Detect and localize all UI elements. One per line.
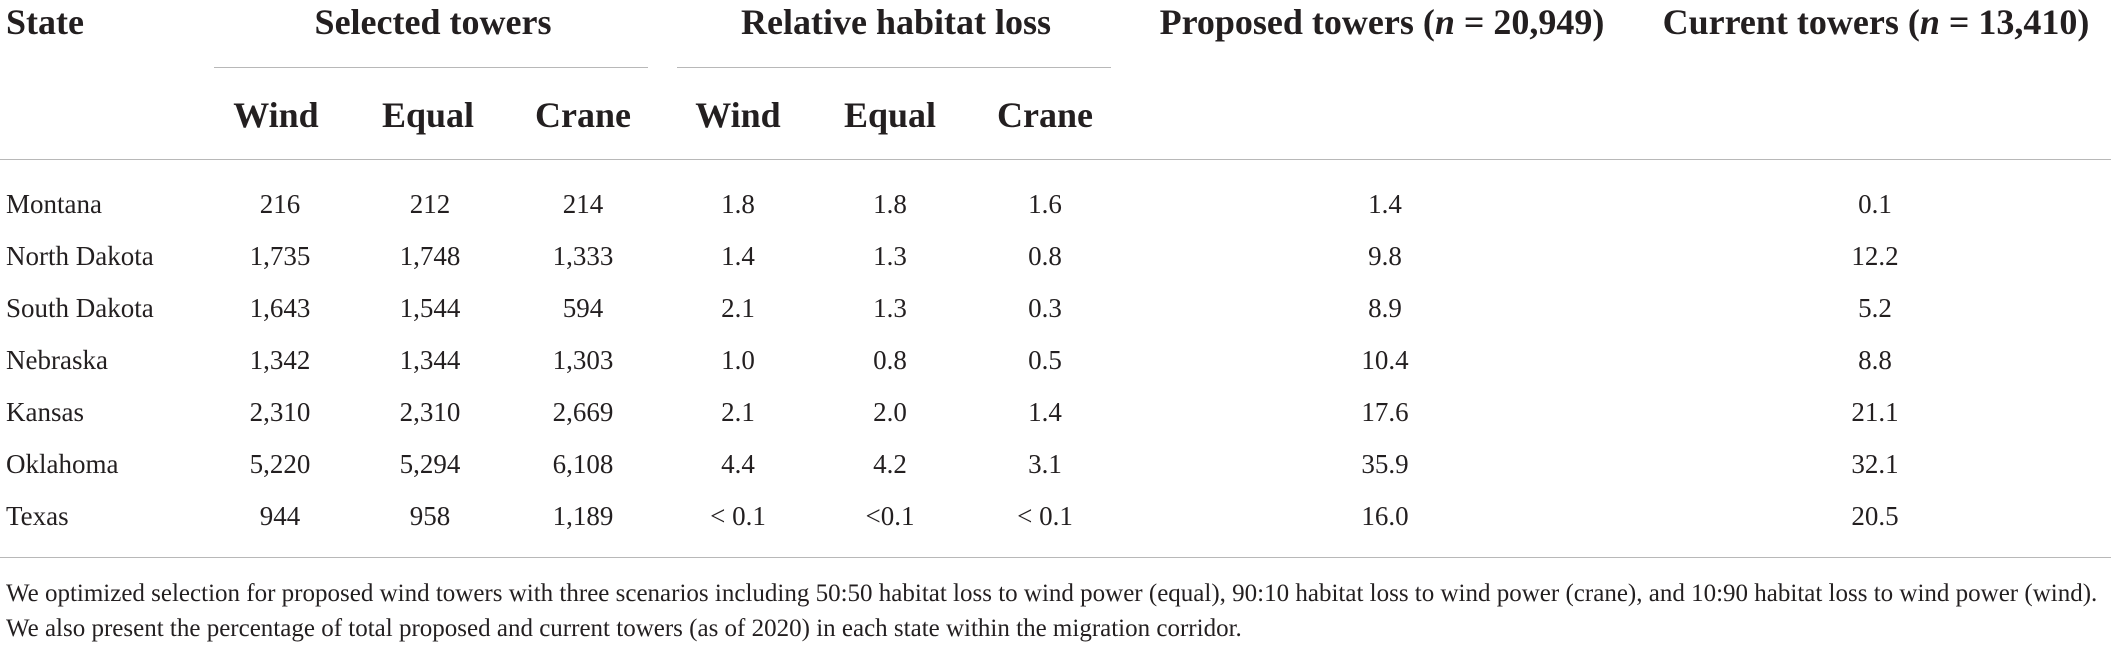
relative-habitat-loss-underline bbox=[677, 67, 1111, 68]
header-proposed-towers: Proposed towers (n = 20,949) bbox=[1160, 2, 1605, 42]
subheader-loss-crane: Crane bbox=[997, 95, 1093, 135]
header-proposed-towers-suffix: = 20,949) bbox=[1454, 2, 1605, 42]
table-cell: 1.6 bbox=[1028, 189, 1062, 219]
table-cell: 594 bbox=[562, 293, 604, 323]
table-cell: 5,220 bbox=[249, 449, 311, 479]
table-cell: 1.4 bbox=[1028, 397, 1062, 427]
table-cell: 20.5 bbox=[1851, 501, 1899, 531]
table-cell: 214 bbox=[562, 189, 604, 219]
table-cell: 9.8 bbox=[1368, 241, 1402, 271]
table-cell: 3.1 bbox=[1028, 449, 1062, 479]
row-state: Kansas bbox=[6, 397, 84, 427]
table-cell: 944 bbox=[259, 501, 301, 531]
table-bottom-rule bbox=[0, 557, 2111, 558]
table-cell: 212 bbox=[409, 189, 451, 219]
table-cell: < 0.1 bbox=[710, 501, 766, 531]
table-cell: 8.8 bbox=[1858, 345, 1892, 375]
table-cell: 0.8 bbox=[1028, 241, 1062, 271]
header-proposed-towers-n: n bbox=[1434, 2, 1455, 42]
table-cell: 16.0 bbox=[1361, 501, 1409, 531]
header-current-towers: Current towers (n = 13,410) bbox=[1663, 2, 2090, 42]
table-cell: 1,303 bbox=[552, 345, 614, 375]
table-cell: 1,344 bbox=[399, 345, 461, 375]
table-cell: 1.3 bbox=[873, 293, 907, 323]
table-cell: 958 bbox=[409, 501, 451, 531]
table-cell: 0.8 bbox=[873, 345, 907, 375]
table-cell: 1.8 bbox=[873, 189, 907, 219]
table-cell: 216 bbox=[259, 189, 301, 219]
table-cell: 1,735 bbox=[249, 241, 311, 271]
table-cell: 21.1 bbox=[1851, 397, 1899, 427]
table-cell: 0.3 bbox=[1028, 293, 1062, 323]
table-cell: 2,310 bbox=[249, 397, 311, 427]
table-cell: 5,294 bbox=[399, 449, 461, 479]
subheader-selected-crane: Crane bbox=[535, 95, 631, 135]
table-cell: 1,333 bbox=[552, 241, 614, 271]
selected-towers-underline bbox=[214, 67, 648, 68]
header-state: State bbox=[6, 2, 84, 42]
subheader-selected-equal: Equal bbox=[381, 95, 475, 135]
table-cell: 35.9 bbox=[1361, 449, 1409, 479]
table-cell: 0.1 bbox=[1858, 189, 1892, 219]
header-selected-towers: Selected towers bbox=[314, 2, 552, 42]
header-relative-habitat-loss: Relative habitat loss bbox=[741, 2, 1051, 42]
table-cell: 2.0 bbox=[873, 397, 907, 427]
table-cell: < 0.1 bbox=[1017, 501, 1073, 531]
table-cell: 1.3 bbox=[873, 241, 907, 271]
table-cell: 1.4 bbox=[721, 241, 755, 271]
header-current-towers-suffix: = 13,410) bbox=[1939, 2, 2090, 42]
subheader-selected-wind: Wind bbox=[233, 95, 319, 135]
table-cell: 1,189 bbox=[552, 501, 614, 531]
table-cell: 2.1 bbox=[721, 293, 755, 323]
table-cell: 12.2 bbox=[1851, 241, 1899, 271]
header-current-towers-prefix: Current towers ( bbox=[1662, 2, 1920, 42]
header-current-towers-n: n bbox=[1919, 2, 1940, 42]
table-cell: 2.1 bbox=[721, 397, 755, 427]
header-proposed-towers-prefix: Proposed towers ( bbox=[1159, 2, 1435, 42]
table-cell: 8.9 bbox=[1368, 293, 1402, 323]
table-cell: 0.5 bbox=[1028, 345, 1062, 375]
table-cell: 2,669 bbox=[552, 397, 614, 427]
table-cell: 4.4 bbox=[721, 449, 755, 479]
table-cell: 1.4 bbox=[1368, 189, 1402, 219]
table-cell: 5.2 bbox=[1858, 293, 1892, 323]
subheader-loss-equal: Equal bbox=[843, 95, 937, 135]
table-cell: 4.2 bbox=[873, 449, 907, 479]
table-cell: 10.4 bbox=[1361, 345, 1409, 375]
table-cell: 1.0 bbox=[721, 345, 755, 375]
table-cell: 1,643 bbox=[249, 293, 311, 323]
row-state: South Dakota bbox=[6, 293, 154, 323]
table-cell: <0.1 bbox=[865, 501, 915, 531]
table-cell: 1,748 bbox=[399, 241, 461, 271]
table-cell: 2,310 bbox=[399, 397, 461, 427]
table-cell: 1,342 bbox=[249, 345, 311, 375]
row-state: Montana bbox=[6, 189, 102, 219]
row-state: Texas bbox=[6, 501, 69, 531]
header-bottom-rule bbox=[0, 159, 2111, 160]
table-cell: 32.1 bbox=[1851, 449, 1899, 479]
row-state: Nebraska bbox=[6, 345, 108, 375]
table-cell: 17.6 bbox=[1361, 397, 1409, 427]
subheader-loss-wind: Wind bbox=[695, 95, 781, 135]
table-footnote: We optimized selection for proposed wind… bbox=[6, 580, 2098, 642]
table-cell: 1.8 bbox=[721, 189, 755, 219]
row-state: Oklahoma bbox=[6, 449, 119, 479]
table-cell: 6,108 bbox=[552, 449, 614, 479]
row-state: North Dakota bbox=[6, 241, 154, 271]
table-cell: 1,544 bbox=[399, 293, 461, 323]
